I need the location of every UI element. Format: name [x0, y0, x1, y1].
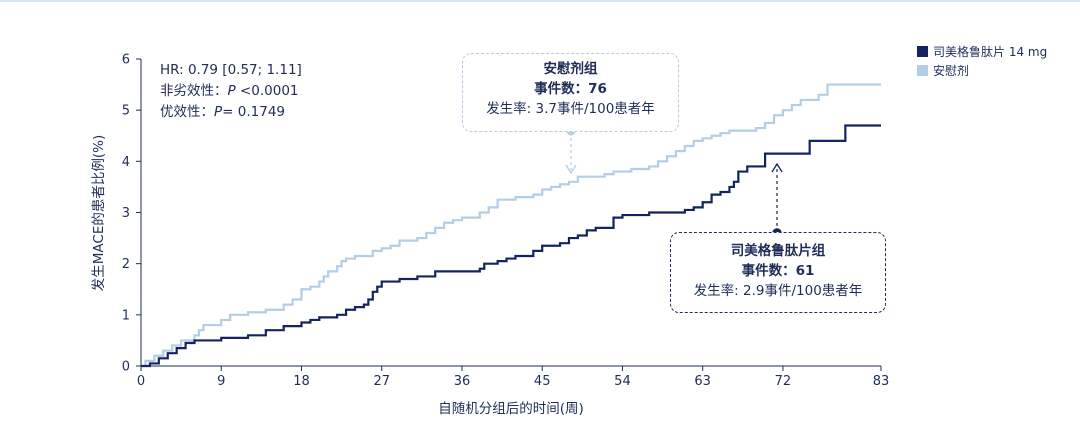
x-tick-label: 83	[873, 374, 890, 389]
chart-legend: 司美格鲁肽片 14 mg 安慰剂	[917, 42, 1047, 80]
chart-markers	[565, 126, 783, 238]
y-axis-label: 发生MACE的患者比例(%)	[91, 134, 107, 292]
x-axis-label: 自随机分组后的时间(周)	[438, 401, 584, 417]
x-tick-label: 36	[454, 374, 471, 389]
legend-item-drug: 司美格鲁肽片 14 mg	[917, 42, 1047, 61]
placebo-callout: 安慰剂组 事件数：76 发生率: 3.7事件/100患者年	[462, 53, 679, 132]
noninferiority-result: 非劣效性：P <0.0001	[160, 83, 299, 99]
y-tick-label: 5	[122, 104, 130, 119]
x-tick-label: 72	[775, 374, 792, 389]
legend-label-placebo: 安慰剂	[933, 64, 970, 78]
y-tick-label: 4	[122, 155, 130, 170]
drug-callout: 司美格鲁肽片组 事件数：61 发生率: 2.9事件/100患者年	[670, 232, 886, 313]
y-tick-label: 3	[122, 206, 130, 221]
placebo-callout-arrow	[565, 164, 577, 175]
legend-label-drug: 司美格鲁肽片 14 mg	[933, 45, 1048, 59]
top-divider	[0, 0, 1080, 2]
x-tick-label: 27	[373, 374, 390, 389]
drug-callout-arrow	[771, 162, 783, 173]
placebo-callout-rate: 发生率: 3.7事件/100患者年	[486, 101, 655, 117]
placebo-callout-events: 事件数：76	[534, 81, 607, 97]
hazard-ratio: HR: 0.79 [0.57; 1.11]	[160, 62, 302, 78]
stats-block: HR: 0.79 [0.57; 1.11] 非劣效性：P <0.0001 优效性…	[160, 60, 302, 123]
legend-swatch-placebo	[917, 65, 928, 76]
x-tick-label: 18	[293, 374, 310, 389]
y-tick-label: 6	[122, 53, 130, 68]
x-tick-label: 63	[694, 374, 711, 389]
y-tick-label: 0	[122, 360, 130, 375]
drug-callout-rate: 发生率: 2.9事件/100患者年	[693, 283, 863, 299]
chart-lines	[141, 83, 881, 368]
placebo-callout-title: 安慰剂组	[543, 61, 598, 77]
y-tick-label: 2	[122, 257, 130, 272]
drug-callout-title: 司美格鲁肽片组	[730, 243, 826, 259]
x-tick-label: 9	[217, 374, 225, 389]
legend-item-placebo: 安慰剂	[917, 61, 1047, 80]
drug-series-line	[141, 124, 881, 368]
x-tick-label: 54	[614, 374, 631, 389]
x-tick-label: 0	[137, 374, 145, 389]
placebo-series-line	[141, 83, 881, 368]
x-tick-label: 45	[534, 374, 551, 389]
y-tick-label: 1	[122, 308, 130, 323]
drug-callout-events: 事件数：61	[741, 263, 815, 279]
superiority-result: 优效性：P= 0.1749	[160, 104, 285, 120]
legend-swatch-drug	[917, 46, 928, 57]
